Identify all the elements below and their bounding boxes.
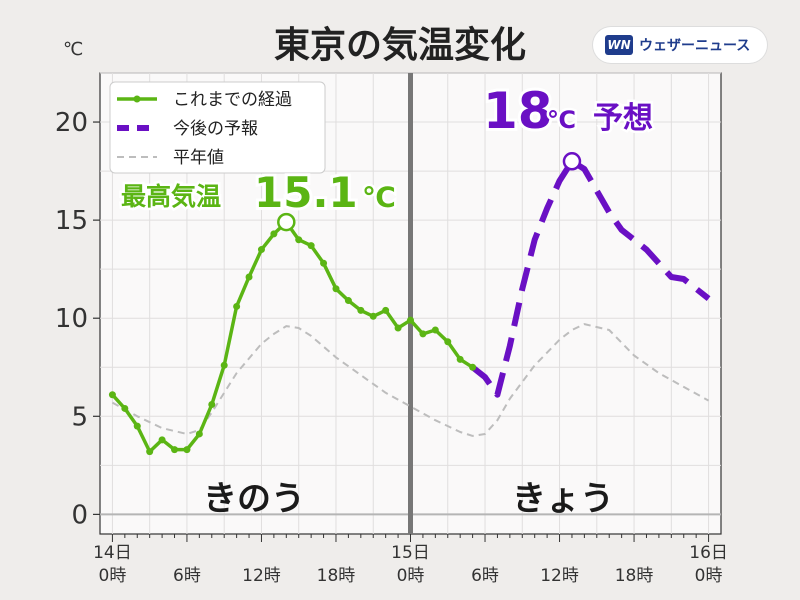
x-tick-label-hour: 12時	[242, 566, 281, 586]
x-tick-label-day: 14日	[93, 543, 132, 563]
brand-badge: WN ウェザーニュース	[593, 27, 767, 63]
series-point-observed	[357, 306, 365, 314]
day-label-today: きょう	[512, 479, 614, 519]
series-point-observed	[320, 259, 328, 267]
today-forecast-label: 予想	[593, 101, 653, 136]
series-point-observed	[171, 446, 179, 454]
legend-swatch-observed-dot	[133, 95, 141, 103]
y-tick-label: 15	[55, 206, 88, 236]
series-point-observed	[382, 306, 390, 314]
x-tick-label-hour: 6時	[471, 566, 499, 586]
today-forecast-unit: ℃	[547, 106, 576, 134]
series-point-observed	[233, 302, 241, 310]
series-line-normal	[111, 323, 710, 437]
legend-box	[109, 81, 326, 174]
series-point-observed	[146, 448, 154, 456]
series-point-observed	[295, 236, 303, 244]
series-point-observed	[270, 230, 278, 238]
series-point-observed	[133, 422, 141, 430]
yesterday-max-label: 最高気温	[121, 182, 221, 211]
x-tick-label-day: 16日	[689, 543, 728, 563]
series-point-observed	[369, 312, 377, 320]
series-point-observed	[419, 330, 427, 338]
series-point-observed	[257, 246, 265, 254]
series-point-observed	[407, 316, 414, 324]
day-label-yesterday: きのう	[203, 479, 305, 519]
series-line-forecast	[470, 158, 711, 398]
series-point-observed	[158, 436, 166, 444]
x-tick-label-hour: 0時	[99, 566, 127, 586]
brand-logo-icon: WN	[605, 35, 633, 55]
series-point-observed	[332, 285, 340, 293]
legend-label-observed: これまでの経過	[173, 90, 292, 110]
series-point-observed	[195, 430, 203, 438]
series-point-observed	[183, 446, 191, 454]
y-tick-label: 5	[71, 402, 88, 432]
max-temp-marker	[277, 212, 296, 232]
x-tick-label-hour: 12時	[540, 566, 579, 586]
yesterday-max-value: 15.1	[254, 168, 358, 217]
legend-label-normal: 平年値	[173, 148, 224, 168]
x-tick-label-day: 15日	[391, 543, 430, 563]
yesterday-max-unit: ℃	[362, 181, 396, 214]
series-point-observed	[469, 363, 477, 371]
series-point-observed	[431, 326, 439, 334]
y-tick-label: 0	[71, 500, 88, 530]
series-point-observed	[456, 355, 464, 363]
x-tick-label-hour: 6時	[173, 566, 201, 586]
highlight-markers	[277, 152, 582, 232]
legend: これまでの経過 今後の予報 平年値	[109, 81, 326, 174]
y-tick-label: 20	[55, 108, 88, 138]
forecast-max-marker	[562, 152, 582, 171]
series-point-observed	[444, 338, 452, 346]
y-tick-label: 10	[55, 304, 88, 334]
legend-label-forecast: 今後の予報	[173, 119, 258, 139]
series-point-observed	[121, 404, 129, 412]
x-tick-label-hour: 0時	[397, 566, 425, 586]
y-axis: 0 5 10 15 20	[55, 108, 100, 530]
unit-label: ℃	[63, 39, 83, 60]
yesterday-max-annotation: 最高気温 15.1 ℃	[119, 165, 399, 220]
series-group	[108, 158, 711, 456]
x-tick-label-hour: 18時	[615, 566, 654, 586]
today-forecast-value: 18	[483, 82, 553, 140]
series-point-observed	[208, 401, 216, 409]
series-point-observed	[245, 273, 253, 281]
series-point-observed	[307, 242, 315, 250]
series-point-observed	[220, 361, 228, 369]
page-title: 東京の気温変化	[273, 25, 526, 66]
series-point-observed	[108, 391, 116, 399]
x-tick-label-hour: 0時	[695, 566, 723, 586]
x-tick-label-hour: 18時	[317, 566, 356, 586]
series-point-observed	[344, 297, 352, 305]
brand-name: ウェザーニュース	[639, 38, 751, 54]
today-forecast-annotation: 18 ℃ 予想	[480, 79, 656, 143]
series-point-observed	[394, 324, 402, 332]
x-axis: 14日 0時 6時 12時 18時 15日 0時 6時 12時 18時 16日 0時	[93, 534, 728, 586]
